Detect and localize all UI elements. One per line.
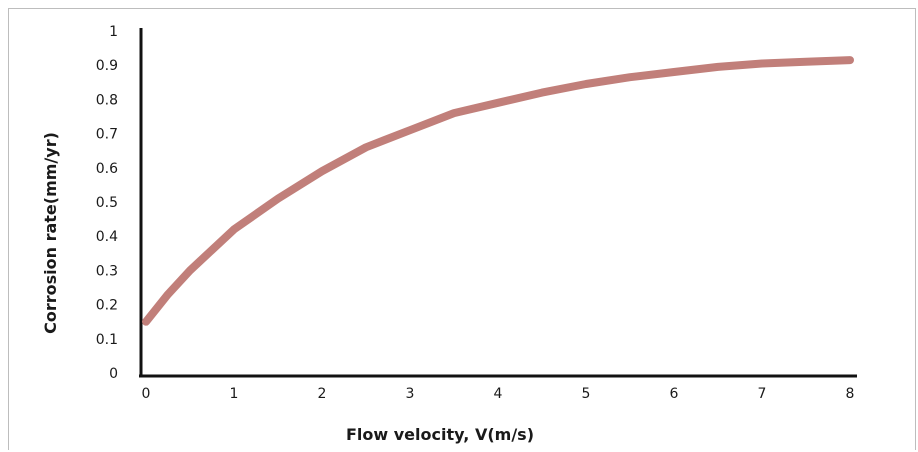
x-tick-label: 4 — [494, 386, 503, 402]
series-group — [142, 56, 854, 326]
y-tick-label: 0.2 — [96, 298, 118, 314]
y-tick-label: 0.1 — [96, 332, 118, 348]
x-tick-label: 7 — [758, 386, 767, 402]
y-axis-title: Corrosion rate(mm/yr) — [41, 132, 60, 334]
y-tick-label: 0.3 — [96, 263, 118, 279]
x-tick-label: 0 — [142, 386, 151, 402]
series-line — [142, 56, 854, 326]
x-axis-title: Flow velocity, V(m/s) — [346, 425, 534, 444]
y-tick-labels: 0 0.1 0.2 0.3 0.4 0.5 0.6 0.7 0.8 0.9 1 — [96, 24, 118, 382]
y-tick-label: 0.5 — [96, 195, 118, 211]
y-tick-label: 0.4 — [96, 229, 118, 245]
x-tick-label: 6 — [670, 386, 679, 402]
chart-frame — [8, 8, 916, 450]
x-tick-label: 1 — [230, 386, 239, 402]
y-tick-label: 0.9 — [96, 58, 118, 74]
x-tick-label: 5 — [582, 386, 591, 402]
y-tick-label: 0.6 — [96, 161, 118, 177]
y-tick-label: 0.8 — [96, 92, 118, 108]
x-tick-label: 3 — [406, 386, 415, 402]
y-tick-label: 1 — [109, 24, 118, 40]
x-tick-label: 8 — [846, 386, 855, 402]
y-tick-label: 0.7 — [96, 127, 118, 143]
x-tick-labels: 0 1 2 3 4 5 6 7 8 — [142, 386, 855, 402]
x-tick-label: 2 — [318, 386, 327, 402]
y-tick-label: 0 — [109, 366, 118, 382]
